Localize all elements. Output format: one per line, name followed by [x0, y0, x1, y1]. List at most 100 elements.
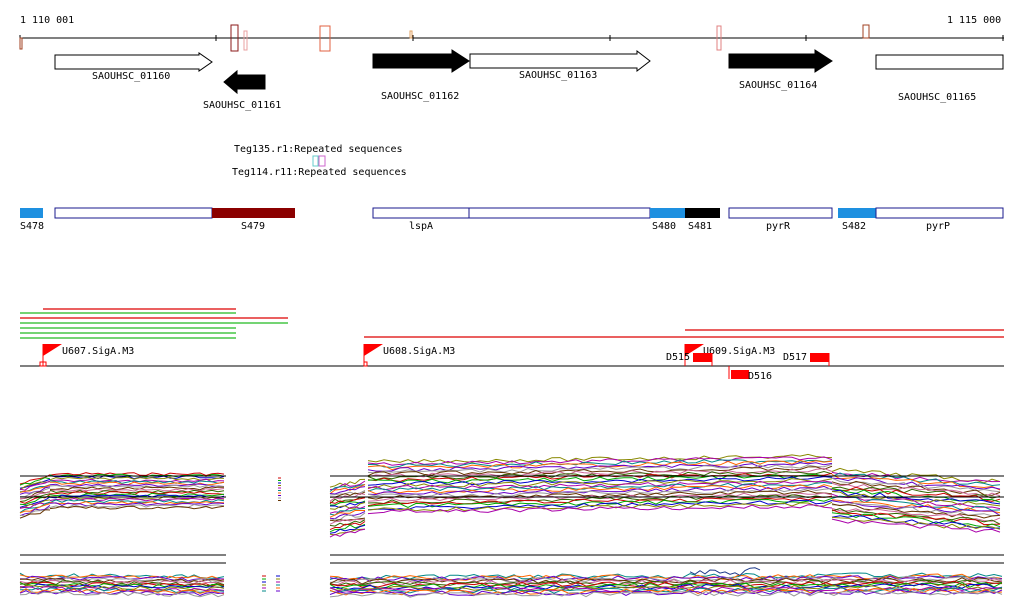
segment-lspa[interactable] — [372, 207, 470, 219]
terminator-label: D516 — [748, 371, 772, 382]
gene-label: SAOUHSC_01164 — [739, 80, 817, 91]
profile-line — [329, 575, 1002, 582]
profile-line — [367, 499, 833, 511]
segment-pyrp[interactable] — [875, 207, 1004, 219]
profile-line — [49, 481, 225, 486]
profile-line — [367, 485, 833, 496]
profile-line — [831, 477, 1001, 490]
repeat-mark-teg135[interactable] — [312, 155, 319, 167]
terminator-label: D515 — [666, 352, 690, 363]
promoter-u608[interactable]: U608.SigA.M3 — [363, 344, 455, 367]
segment-box-2[interactable] — [468, 207, 651, 219]
gene-track: SAOUHSC_01160 SAOUHSC_01161 SAOUHSC_0116… — [54, 49, 1004, 111]
segment-s479[interactable] — [212, 208, 295, 218]
segment-s478[interactable] — [20, 208, 43, 218]
profile-line — [367, 465, 833, 477]
profile-line — [329, 518, 366, 525]
gene-label: SAOUHSC_01160 — [92, 71, 170, 82]
profile-line — [329, 579, 1003, 587]
gene-label: SAOUHSC_01162 — [381, 91, 459, 102]
segment-box-1[interactable] — [54, 207, 213, 219]
profile-line — [19, 585, 225, 591]
profile-line — [329, 506, 366, 514]
gene-saouhsc-01160[interactable]: SAOUHSC_01160 — [54, 52, 213, 82]
profile-line — [689, 567, 761, 577]
profile-line — [831, 516, 1001, 530]
profile-line — [49, 489, 225, 494]
segment-label-pyrr: pyrR — [766, 221, 791, 232]
profile-line — [831, 482, 1001, 498]
profile-line — [19, 480, 51, 491]
gene-saouhsc-01165[interactable]: SAOUHSC_01165 — [875, 54, 1004, 103]
profile-line — [19, 493, 51, 502]
profile-line — [367, 488, 833, 498]
profile-line — [329, 480, 366, 491]
segment-label-pyrp: pyrP — [926, 221, 950, 232]
profile-line — [831, 500, 1001, 516]
gene-saouhsc-01164[interactable]: SAOUHSC_01164 — [728, 49, 833, 91]
profile-line — [329, 528, 366, 538]
profile-line — [329, 590, 1003, 598]
promoter-label: U609.SigA.M3 — [703, 346, 775, 357]
profile-line — [329, 490, 366, 496]
profile-line — [831, 471, 1001, 483]
gene-saouhsc-01163[interactable]: SAOUHSC_01163 — [469, 49, 651, 81]
profile-line — [49, 491, 225, 496]
segment-s481[interactable] — [685, 208, 720, 218]
profile-line — [367, 484, 833, 495]
profile-line — [329, 486, 366, 495]
profile-line — [329, 521, 366, 531]
coordinate-ruler: 1 110 001 1 115 000 — [19, 15, 1004, 52]
ruler-ticks — [19, 35, 1004, 41]
profile-line — [329, 496, 366, 505]
ruler-end-label: 1 115 000 — [947, 15, 1001, 26]
repeat-mark-teg114[interactable] — [318, 155, 326, 167]
profile-line — [49, 478, 225, 483]
gene-saouhsc-01162[interactable]: SAOUHSC_01162 — [372, 49, 470, 102]
segment-label-s482: S482 — [842, 221, 866, 232]
segment-s480[interactable] — [650, 208, 685, 218]
profile-line — [49, 486, 225, 491]
segment-pyrr[interactable] — [728, 207, 833, 219]
gene-saouhsc-01161[interactable]: SAOUHSC_01161 — [203, 69, 281, 111]
profile-line — [19, 496, 51, 508]
profile-line — [19, 484, 51, 493]
read-lines — [20, 308, 1004, 339]
profile-line — [19, 591, 225, 598]
profile-line — [19, 501, 51, 513]
promoter-u609[interactable]: U609.SigA.M3 — [684, 344, 775, 366]
gene-label: SAOUHSC_01161 — [203, 100, 281, 111]
profile-line — [329, 524, 366, 534]
segment-label-s479: S479 — [241, 221, 265, 232]
profile-line — [329, 510, 366, 520]
promoter-u607[interactable]: U607.SigA.M3 — [39, 344, 134, 367]
terminator-d517[interactable]: D517 — [783, 352, 830, 366]
repeat-track: Teg135.r1:Repeated sequences Teg114.r11:… — [232, 144, 407, 178]
profile-line — [329, 586, 1003, 594]
profile-line — [49, 476, 225, 481]
profile-line — [49, 480, 225, 485]
profile-line — [329, 512, 366, 521]
profile-line — [367, 504, 833, 515]
profile-line — [367, 459, 833, 471]
segment-s482[interactable] — [838, 208, 876, 218]
profile-line — [329, 510, 365, 518]
profile-line — [329, 589, 1003, 597]
profile-line — [49, 494, 225, 499]
gene-label: SAOUHSC_01165 — [898, 92, 976, 103]
profile-line — [831, 502, 1001, 517]
terminator-d516[interactable]: D516 — [728, 366, 772, 382]
profile-line — [367, 473, 833, 484]
profile-line — [49, 505, 225, 510]
profile-line — [367, 480, 833, 491]
ruler-start-label: 1 110 001 — [20, 15, 74, 26]
profile-line — [19, 583, 225, 589]
profile-line — [329, 484, 366, 495]
profile-line — [367, 497, 833, 508]
repeat-label-teg114: Teg114.r11:Repeated sequences — [232, 167, 407, 178]
profile-line — [329, 492, 366, 502]
terminator-d515[interactable]: D515 — [666, 352, 713, 366]
profile-line — [367, 467, 833, 478]
profile-line — [19, 481, 51, 491]
